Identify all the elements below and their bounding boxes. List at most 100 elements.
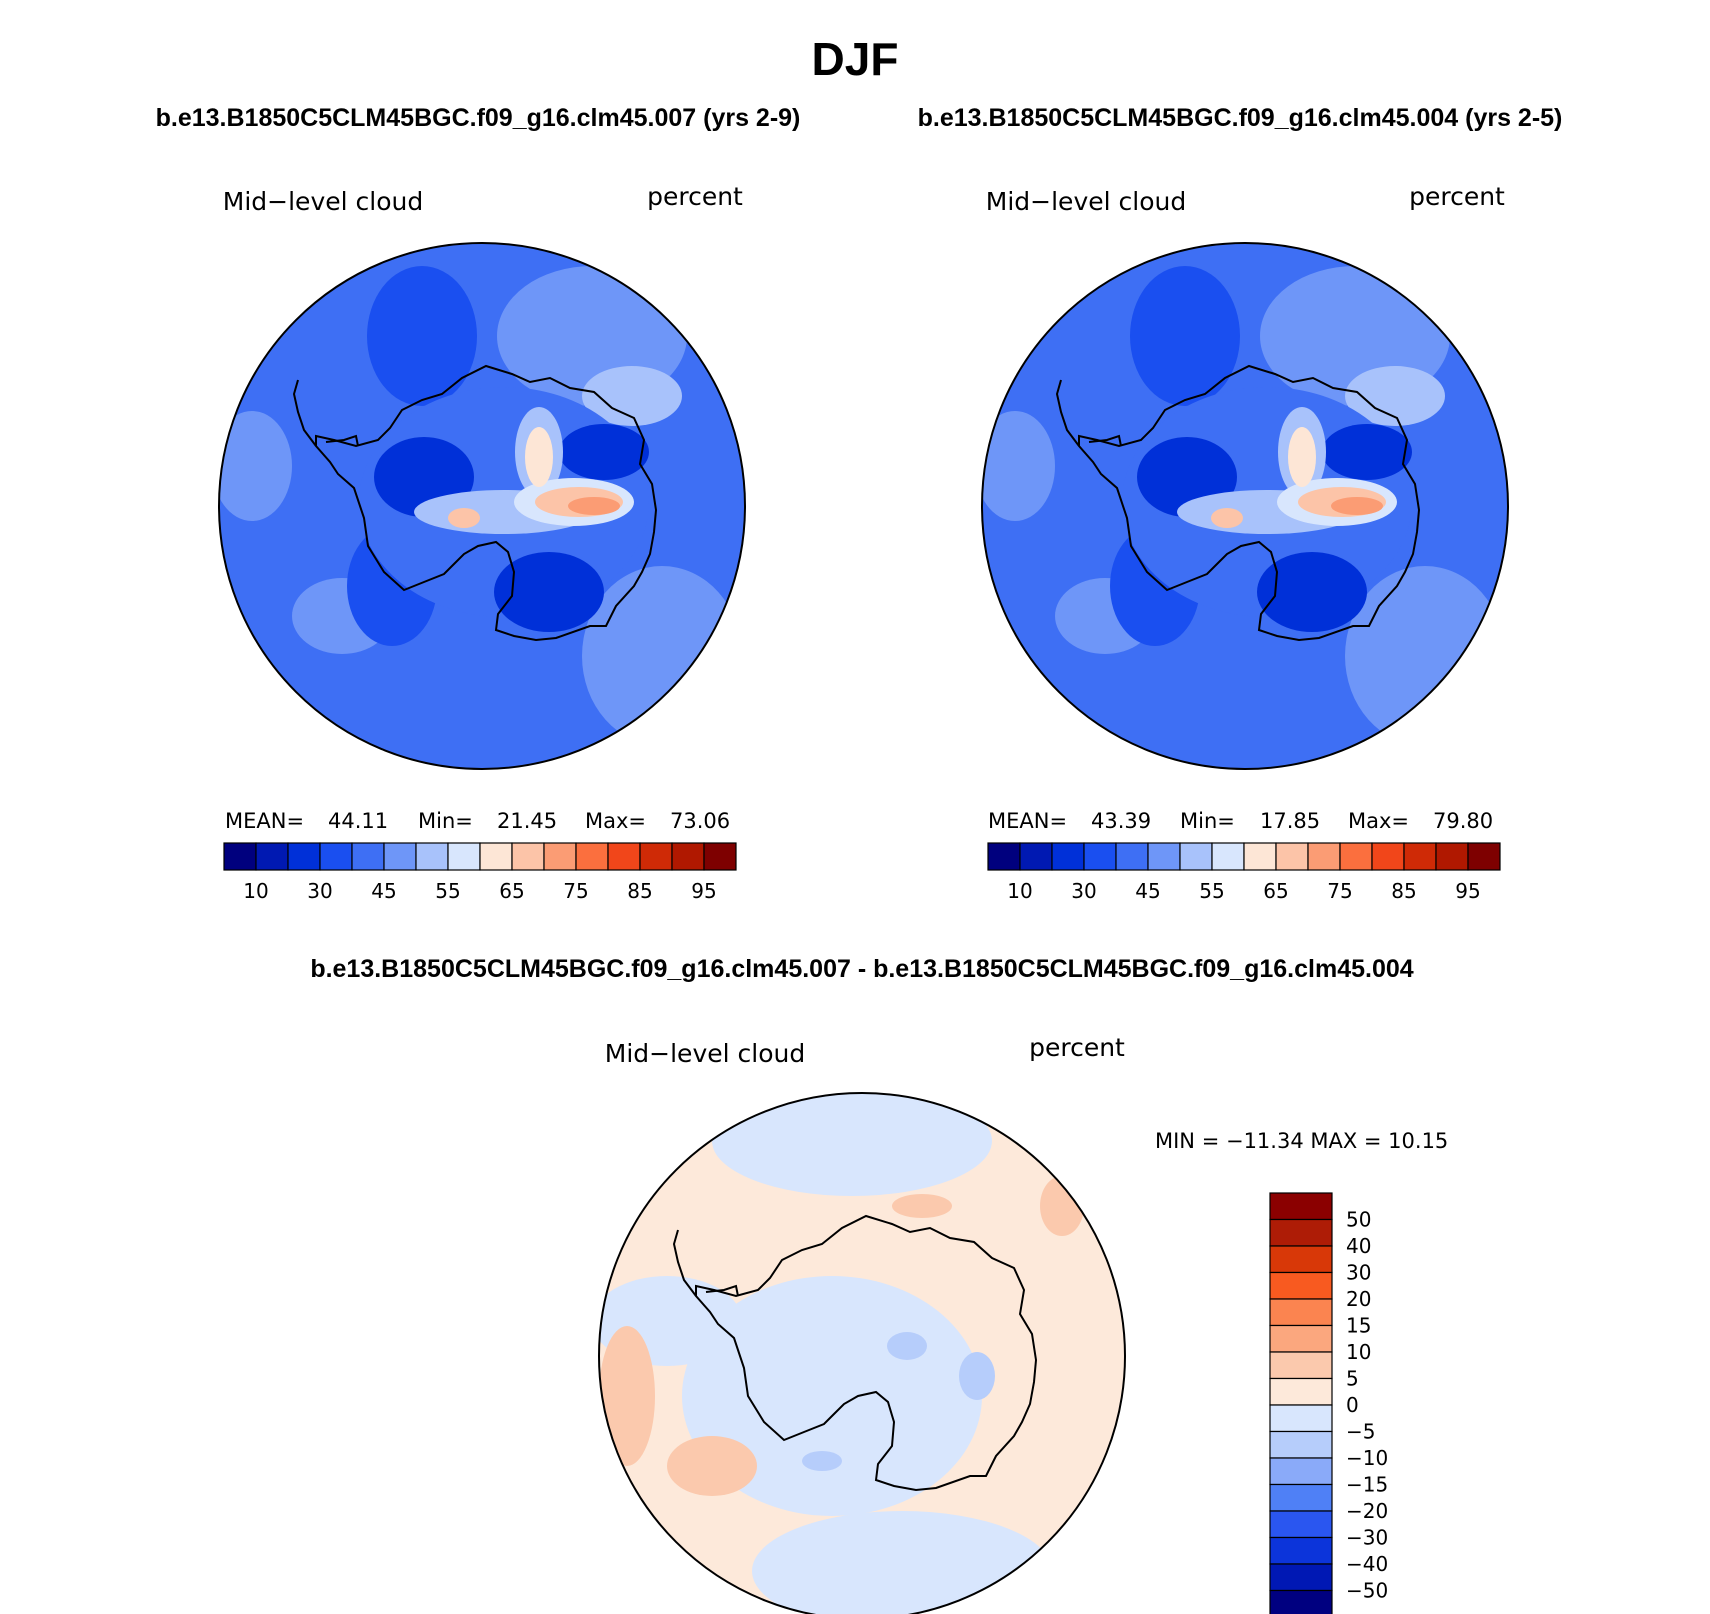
- colorbar-swatch: [223, 842, 257, 871]
- colorbar-swatch: [1269, 1404, 1333, 1433]
- case-a-title: b.e13.B1850C5CLM45BGC.f09_g16.clm45.007 …: [156, 104, 801, 132]
- colorbar-swatch: [1435, 842, 1469, 871]
- season-title: DJF: [812, 33, 899, 85]
- colorbar-swatch: [1269, 1192, 1333, 1221]
- panel-b-units: percent: [1409, 182, 1505, 211]
- colorbar-tick-label: 85: [1391, 879, 1416, 903]
- panel-a-max: 73.06: [670, 809, 730, 833]
- colorbar-swatch: [287, 842, 321, 871]
- colorbar-tick-label: −10: [1346, 1446, 1388, 1470]
- colorbar-swatch: [1307, 842, 1341, 871]
- panel-a-map: [218, 242, 746, 770]
- colorbar-tick-label: 75: [1327, 879, 1352, 903]
- colorbar-swatch: [1269, 1271, 1333, 1300]
- colorbar-tick-label: −30: [1346, 1526, 1388, 1550]
- colorbar-swatch: [319, 842, 353, 871]
- panel-b-min-label: Min=: [1180, 809, 1235, 833]
- panel-a-map-border: [218, 242, 746, 770]
- colorbar-swatch: [639, 842, 673, 871]
- colorbar-tick-label: 45: [371, 879, 396, 903]
- colorbar-swatch: [1083, 842, 1117, 871]
- colorbar-tick-label: 10: [1346, 1340, 1371, 1364]
- colorbar-swatch: [703, 842, 737, 871]
- colorbar-tick-label: −5: [1346, 1420, 1375, 1444]
- colorbar-tick-label: 40: [1346, 1234, 1371, 1258]
- colorbar-tick-label: 45: [1135, 879, 1160, 903]
- colorbar-tick-label: 10: [243, 879, 268, 903]
- colorbar-swatch: [1179, 842, 1213, 871]
- colorbar-swatch: [1403, 842, 1437, 871]
- panel-a-mean: 44.11: [328, 809, 388, 833]
- panel-a-max-label: Max=: [585, 809, 646, 833]
- colorbar-swatch: [1269, 1218, 1333, 1247]
- panel-a-variable: Mid−level cloud: [223, 187, 423, 216]
- panel-b-mean: 43.39: [1091, 809, 1151, 833]
- colorbar-swatch: [671, 842, 705, 871]
- colorbar-tick-label: −50: [1346, 1579, 1388, 1603]
- colorbar-tick-label: 65: [499, 879, 524, 903]
- colorbar-swatch: [575, 842, 609, 871]
- colorbar-swatch: [511, 842, 545, 871]
- colorbar-swatch: [987, 842, 1021, 871]
- colorbar-swatch: [1269, 1589, 1333, 1614]
- panel-b-colorbar: 10 30 45 55 65 75 85 95: [987, 842, 1501, 903]
- panel-b-variable: Mid−level cloud: [986, 187, 1186, 216]
- panel-b-map-border: [981, 242, 1509, 770]
- colorbar-swatch: [351, 842, 385, 871]
- colorbar-swatch: [1275, 842, 1309, 871]
- colorbar-swatch: [1147, 842, 1181, 871]
- colorbar-swatch: [1019, 842, 1053, 871]
- panel-b-max: 79.80: [1433, 809, 1493, 833]
- panel-a-min-label: Min=: [418, 809, 473, 833]
- colorbar-tick-label: 95: [691, 879, 716, 903]
- colorbar-swatch: [1269, 1351, 1333, 1380]
- colorbar-swatch: [1339, 842, 1373, 871]
- colorbar-tick-label: −20: [1346, 1499, 1388, 1523]
- colorbar-swatch: [543, 842, 577, 871]
- colorbar-swatch: [607, 842, 641, 871]
- colorbar-swatch: [1051, 842, 1085, 871]
- colorbar-tick-label: −40: [1346, 1552, 1388, 1576]
- diff-minmax: MIN = −11.34 MAX = 10.15: [1155, 1129, 1448, 1153]
- colorbar-tick-label: 10: [1007, 879, 1032, 903]
- colorbar-swatch: [1269, 1377, 1333, 1406]
- panel-a-min: 21.45: [497, 809, 557, 833]
- panel-b-max-label: Max=: [1348, 809, 1409, 833]
- panel-b-mean-label: MEAN=: [988, 809, 1067, 833]
- diff-map-border: [598, 1092, 1126, 1614]
- colorbar-swatch: [415, 842, 449, 871]
- case-b-title: b.e13.B1850C5CLM45BGC.f09_g16.clm45.004 …: [918, 104, 1563, 132]
- colorbar-swatch: [1269, 1324, 1333, 1353]
- colorbar-swatch: [1269, 1563, 1333, 1592]
- colorbar-swatch: [1371, 842, 1405, 871]
- colorbar-tick-label: −15: [1346, 1473, 1388, 1497]
- colorbar-tick-label: 65: [1263, 879, 1288, 903]
- colorbar-swatch: [447, 842, 481, 871]
- colorbar-swatch: [1269, 1457, 1333, 1486]
- colorbar-swatch: [1269, 1245, 1333, 1274]
- colorbar-tick-label: 50: [1346, 1208, 1371, 1232]
- colorbar-tick-label: 75: [563, 879, 588, 903]
- diff-title: b.e13.B1850C5CLM45BGC.f09_g16.clm45.007 …: [310, 955, 1413, 983]
- colorbar-swatch: [1269, 1430, 1333, 1459]
- colorbar-swatch: [1211, 842, 1245, 871]
- diff-map: [598, 1092, 1126, 1614]
- panel-a-mean-label: MEAN=: [225, 809, 304, 833]
- colorbar-tick-label: 55: [1199, 879, 1224, 903]
- colorbar-swatch: [255, 842, 289, 871]
- colorbar-tick-label: 5: [1346, 1367, 1359, 1391]
- colorbar-tick-label: 55: [435, 879, 460, 903]
- colorbar-swatch: [1269, 1298, 1333, 1327]
- diff-variable: Mid−level cloud: [605, 1039, 805, 1068]
- colorbar-swatch: [479, 842, 513, 871]
- colorbar-tick-label: 85: [627, 879, 652, 903]
- panel-b-min: 17.85: [1260, 809, 1320, 833]
- colorbar-swatch: [1243, 842, 1277, 871]
- colorbar-swatch: [1115, 842, 1149, 871]
- colorbar-tick-label: 95: [1455, 879, 1480, 903]
- colorbar-tick-label: 15: [1346, 1314, 1371, 1338]
- colorbar-tick-label: 0: [1346, 1393, 1359, 1417]
- panel-a-units: percent: [647, 182, 743, 211]
